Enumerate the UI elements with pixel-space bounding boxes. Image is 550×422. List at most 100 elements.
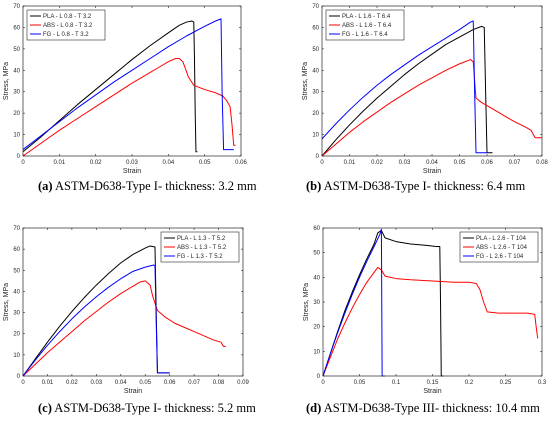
- series-line-1: [321, 59, 542, 157]
- y-tick-label: 40: [13, 68, 20, 74]
- y-tick-label: 50: [313, 251, 320, 257]
- x-tick-label: 0.06: [235, 160, 247, 166]
- x-tick-label: 0.01: [53, 160, 65, 166]
- y-tick-label: 30: [13, 90, 20, 96]
- chart-0: 0 0.01 0.02 0.03 0.04 0.05 0.06 0 10 20 30 40 50 60 70…: [3, 4, 247, 175]
- y-axis-label: Stress, MPa: [3, 62, 10, 100]
- legend-label-0: PLA - L 1.6 - T 6.4: [342, 14, 391, 20]
- caption-a: (a) ASTM-D638-Type I- thickness: 3.2 mm: [38, 179, 257, 193]
- series-line-1: [22, 280, 226, 377]
- x-tick-label: 0.03: [126, 160, 138, 166]
- legend-label-1: ABS - L 0.8 - T 3.2: [43, 23, 93, 29]
- y-tick-label: 30: [312, 90, 319, 96]
- caption-d: (d) ASTM-D638-Type III- thickness: 10.4 …: [306, 401, 540, 415]
- y-tick-label: 50: [312, 47, 319, 53]
- legend: PLA - L 2.6 - T 104 ABS - L 2.6 - T 104 FG…: [459, 231, 539, 263]
- y-tick-label: 10: [313, 349, 320, 355]
- x-tick-label: 0.09: [237, 380, 249, 386]
- chart-3: 0 0.05 0.1 0.15 0.2 0.25 0.3 0 10 20 30 40 50 60 Strai…: [303, 226, 547, 395]
- y-axis-label: Stress, MPa: [302, 62, 309, 100]
- legend-label-1: ABS - L 1.6 - T 6.4: [342, 23, 392, 29]
- y-tick-label: 30: [13, 311, 20, 317]
- plot-frame: [22, 227, 244, 377]
- chart-2: 0 0.01 0.02 0.03 0.04 0.05 0.06 0.07 0.08 0.09 0 10…: [3, 226, 249, 395]
- x-tick-label: 0.3: [538, 380, 547, 386]
- x-tick-label: 0.02: [66, 380, 78, 386]
- chart-1: 0 0.01 0.02 0.03 0.04 0.05 0.06 0.07 0.08 0 10 20 30…: [302, 4, 548, 175]
- plot-frame: [321, 5, 543, 157]
- x-tick-label: 0.05: [354, 380, 366, 386]
- y-tick-label: 50: [13, 268, 20, 274]
- x-tick-label: 0.05: [454, 160, 466, 166]
- x-axis-label: Strain: [124, 388, 142, 395]
- legend: PLA - L 1.6 - T 6.4 ABS - L 1.6 - T 6.4 FG…: [325, 9, 405, 41]
- plot-frame: [22, 5, 242, 157]
- series-line-1: [322, 266, 539, 377]
- caption-b: (b) ASTM-D638-Type I- thickness: 6.4 mm: [306, 179, 526, 193]
- x-tick-label: 0.15: [427, 380, 439, 386]
- x-tick-label: 0.04: [115, 380, 127, 386]
- legend-label-1: ABS - L 1.3 - T 5.2: [177, 245, 227, 251]
- y-tick-label: 0: [317, 374, 321, 380]
- legend-label-2: FG - L 1.6 - T 6.4: [342, 32, 388, 38]
- x-tick-label: 0.03: [90, 380, 102, 386]
- x-tick-label: 0.02: [371, 160, 383, 166]
- x-tick-label: 0.03: [399, 160, 411, 166]
- y-axis-label: Stress, MPa: [3, 283, 10, 321]
- x-tick-label: 0.04: [162, 160, 174, 166]
- x-tick-label: 0.2: [465, 380, 474, 386]
- y-tick-label: 70: [312, 4, 319, 10]
- legend-label-0: PLA - L 1.3 - T 5.2: [177, 236, 226, 242]
- x-tick-label: 0.07: [188, 380, 200, 386]
- x-tick-label: 0.1: [392, 380, 401, 386]
- y-tick-label: 60: [13, 247, 20, 253]
- y-tick-label: 50: [13, 47, 20, 53]
- y-tick-label: 10: [13, 353, 20, 359]
- legend-label-2: FG - L 0.8 - T 3.2: [43, 32, 89, 38]
- x-tick-label: 0.01: [42, 380, 54, 386]
- y-tick-label: 10: [13, 133, 20, 139]
- x-tick-label: 0.08: [536, 160, 548, 166]
- legend-label-0: PLA - L 2.6 - T 104: [476, 236, 527, 242]
- x-axis-label: Strain: [423, 388, 441, 395]
- y-tick-label: 70: [13, 226, 20, 232]
- y-tick-label: 70: [13, 4, 20, 10]
- y-tick-label: 60: [313, 226, 320, 232]
- y-tick-label: 40: [13, 289, 20, 295]
- legend-label-1: ABS - L 2.6 - T 104: [476, 245, 528, 251]
- x-tick-label: 0: [321, 380, 325, 386]
- y-tick-label: 20: [313, 325, 320, 331]
- legend-label-2: FG - L 1.3 - T 5.2: [177, 254, 223, 260]
- y-tick-label: 60: [13, 25, 20, 31]
- x-tick-label: 0.06: [164, 380, 176, 386]
- y-tick-label: 20: [13, 332, 20, 338]
- series-line-1: [22, 58, 236, 157]
- x-tick-label: 0.02: [90, 160, 102, 166]
- caption-c: (c) ASTM-D638-Type I- thickness: 5.2 mm: [38, 401, 256, 415]
- x-tick-label: 0: [320, 160, 324, 166]
- series-line-2: [321, 20, 487, 154]
- y-tick-label: 20: [13, 111, 20, 117]
- x-tick-label: 0: [21, 160, 25, 166]
- series-line-0: [321, 25, 493, 157]
- legend: PLA - L 1.3 - T 5.2 ABS - L 1.3 - T 5.2 FG…: [160, 231, 240, 263]
- x-tick-label: 0.04: [426, 160, 438, 166]
- x-tick-label: 0.01: [344, 160, 356, 166]
- y-axis-label: Stress, MPa: [303, 283, 310, 321]
- series-line-2: [22, 18, 234, 151]
- x-tick-label: 0.07: [509, 160, 521, 166]
- legend-label-2: FG - L 2.6 - T 104: [476, 254, 524, 260]
- x-tick-label: 0.05: [199, 160, 211, 166]
- legend-label-0: PLA - L 0.8 - T 3.2: [43, 14, 92, 20]
- legend: PLA - L 0.8 - T 3.2 ABS - L 0.8 - T 3.2 FG…: [26, 9, 106, 41]
- x-tick-label: 0.06: [481, 160, 493, 166]
- x-tick-label: 0.25: [500, 380, 512, 386]
- series-line-2: [22, 264, 170, 377]
- y-tick-label: 10: [312, 133, 319, 139]
- plot-frame: [322, 227, 543, 377]
- y-tick-label: 30: [313, 300, 320, 306]
- x-axis-label: Strain: [123, 168, 141, 175]
- y-tick-label: 0: [316, 154, 320, 160]
- series-line-0: [22, 20, 198, 153]
- x-axis-label: Strain: [423, 168, 441, 175]
